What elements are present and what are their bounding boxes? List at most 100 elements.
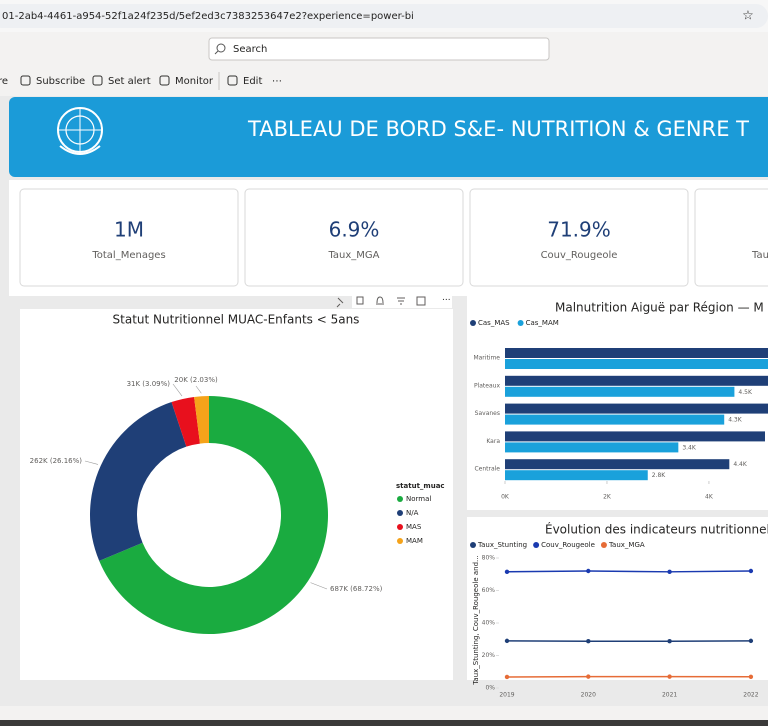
kpi-card [19,188,239,287]
legend-label: MAS [406,523,422,531]
donut-slice[interactable] [99,396,329,635]
kpi-label: Taux_MGA [327,250,379,261]
data-label: 687K (68.72%) [330,585,383,593]
legend-marker [517,320,524,326]
data-label-bg [679,443,700,453]
toolbar-button[interactable]: ⋯ [272,76,282,87]
legend-marker [397,524,403,530]
search-placeholder: Search [233,44,267,55]
x-tick-label: 0K [501,494,510,501]
line-marker[interactable] [748,638,754,644]
y-tick-label: 20% [482,652,496,659]
toolbar-button[interactable]: Set alert [108,76,151,87]
toolbar-button[interactable]: re [0,76,8,87]
toolbar-button[interactable]: Edit [243,76,262,87]
bar[interactable] [505,386,735,397]
legend-marker [397,538,403,544]
kpi-card [244,188,464,287]
line-marker[interactable] [667,639,672,644]
y-tick-label: Maritime [473,355,500,362]
y-tick-label: Centrale [474,466,500,473]
y-tick-label: Kara [486,438,500,445]
line-marker[interactable] [748,568,754,574]
bar[interactable] [505,403,768,414]
legend-title: statut_muac [396,482,445,490]
x-tick-label: 2021 [662,692,677,699]
donut-slice[interactable] [194,396,209,444]
leader-line [310,582,328,590]
legend-label: Cas_MAM [526,319,559,327]
line-marker[interactable] [586,674,591,679]
search-box[interactable] [208,37,550,61]
x-tick-label: 2020 [581,692,596,699]
header-banner [9,97,768,177]
kpi-value: 6.9% [329,218,380,242]
legend-marker [397,510,403,516]
legend-marker [533,542,540,548]
charts: Statut Nutritionnel MUAC-Enfants < 5ans 6… [30,301,768,699]
donut-slice[interactable] [171,396,200,447]
line-marker[interactable] [667,569,672,575]
legend-marker [600,542,607,548]
y-tick-label: 40% [482,620,496,627]
svg-text:···: ··· [442,296,451,306]
bar[interactable] [505,348,768,358]
bar[interactable] [505,470,648,481]
kpi-label: Total_Menages [91,250,165,261]
chart-title: Malnutrition Aiguë par Région — M [555,301,764,315]
un-logo [57,107,103,155]
legend-label: MAM [406,537,423,545]
bar[interactable] [505,375,768,386]
line-marker[interactable] [748,674,754,679]
url-field[interactable] [0,4,768,28]
line-marker[interactable] [504,638,510,644]
toolbar-button[interactable]: Monitor [175,76,214,87]
x-tick-label: 2019 [499,692,514,699]
data-label-bg [648,471,669,481]
taskbar [0,720,768,726]
bar[interactable] [505,359,768,369]
data-label-bg [730,460,751,470]
kpi-value: 71.9% [547,218,611,242]
legend-label: Taux_MGA [608,541,645,549]
data-label: 31K (3.09%) [127,380,171,388]
url: 01-2ab4-4461-a954-52f1a24f235d/5ef2ed3c7… [2,11,414,22]
bar[interactable] [505,459,730,470]
y-tick-label: Plateaux [474,382,500,389]
visual-header-icons: ··· [336,294,452,308]
dashboard-title: TABLEAU DE BORD S&E- NUTRITION & GENRE T [247,117,749,141]
line-marker[interactable] [504,569,510,575]
donut-slice[interactable] [89,402,187,561]
kpi-label: Tau [751,250,768,261]
search-icon [214,50,219,55]
data-label-bg [735,387,756,397]
data-label: 4.3K [728,417,743,424]
toolbar-icon [20,75,31,86]
legend-marker [470,542,476,548]
x-tick-label: 2K [603,494,612,501]
toolbar-button[interactable]: Subscribe [36,76,85,87]
y-axis-title: Taux_Stunting, Couv_Rougeole and... [472,555,480,685]
line-marker[interactable] [586,568,591,574]
line-marker[interactable] [504,674,510,680]
bar[interactable] [505,414,725,425]
favorite-icon[interactable]: ☆ [742,9,754,24]
data-label: 4.4K [733,461,748,468]
legend-label: Normal [406,495,431,503]
x-tick-label: 2022 [743,692,758,699]
kpi-cards: 1M Total_Menages 6.9% Taux_MGA 71.9% Couv_Rou… [19,188,768,287]
bar[interactable] [505,431,765,442]
kpi-label: Couv_Rougeole [541,250,618,261]
kpi-card [694,188,768,287]
data-label: 4.5K [738,389,753,396]
legend-label: Cas_MAS [478,319,510,327]
legend-label: N/A [406,509,419,517]
kpi-card [469,188,689,287]
data-label-bg [725,415,746,425]
leader-line [84,460,99,465]
line-marker[interactable] [586,639,591,644]
line-marker[interactable] [667,674,672,679]
leader-line [195,385,202,394]
bar[interactable] [505,442,679,453]
